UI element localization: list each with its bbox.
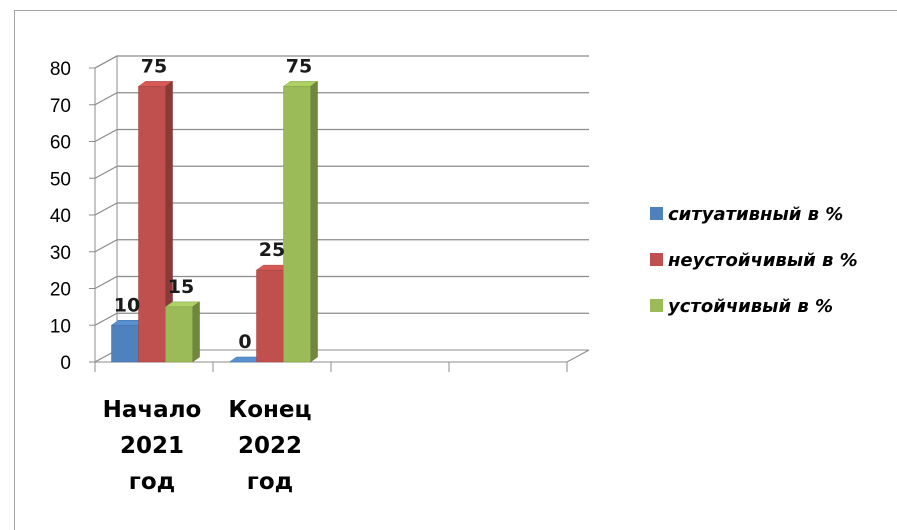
legend-label: неустойчивый в % xyxy=(668,250,858,271)
bar xyxy=(164,301,201,363)
y-tick-label: 70 xyxy=(50,96,71,117)
bar xyxy=(282,80,319,363)
floor xyxy=(94,349,590,363)
gridline xyxy=(94,312,589,326)
y-tick-label: 20 xyxy=(50,280,71,301)
bar-chart: 0 10 20 30 40 50 60 70 80 10 0 75 25 15 75 Начало 2021… xyxy=(50,55,858,495)
bar xyxy=(137,80,174,363)
gridline xyxy=(94,275,589,290)
legend-item: устойчивый в % xyxy=(650,296,833,317)
y-tick-label: 10 xyxy=(50,316,71,337)
y-tick-label: 30 xyxy=(50,243,71,264)
gridline xyxy=(94,128,589,143)
y-tick-label: 0 xyxy=(60,353,71,374)
legend-item: неустойчивый в % xyxy=(650,250,858,271)
x-category-label: Конец xyxy=(228,397,311,423)
data-label: 10 xyxy=(114,294,140,316)
y-tick-label: 40 xyxy=(50,206,71,227)
y-tick-label: 60 xyxy=(50,133,71,154)
x-category-label: Начало xyxy=(103,397,202,423)
data-label: 15 xyxy=(168,276,194,298)
legend-label: ситуативный в % xyxy=(668,204,843,225)
legend-swatch xyxy=(650,207,663,220)
data-label: 0 xyxy=(238,331,251,353)
data-label: 75 xyxy=(286,55,312,77)
chart-frame xyxy=(14,10,897,530)
y-tick-label: 80 xyxy=(50,59,71,80)
x-category-label: 2022 xyxy=(238,433,302,459)
gridline xyxy=(94,55,589,69)
gridline xyxy=(94,92,589,106)
x-category-label: год xyxy=(247,469,293,495)
gridline xyxy=(94,239,589,253)
legend-swatch xyxy=(650,299,663,312)
data-label: 75 xyxy=(141,55,167,77)
x-category-label: 2021 xyxy=(120,433,184,459)
legend-label: устойчивый в % xyxy=(668,296,833,317)
legend-swatch xyxy=(650,253,663,266)
x-category-label: год xyxy=(129,469,175,495)
y-tick-label: 50 xyxy=(50,169,71,190)
gridline xyxy=(94,165,589,179)
gridline xyxy=(94,202,589,216)
data-label: 25 xyxy=(259,239,285,261)
legend-item: ситуативный в % xyxy=(650,204,843,225)
